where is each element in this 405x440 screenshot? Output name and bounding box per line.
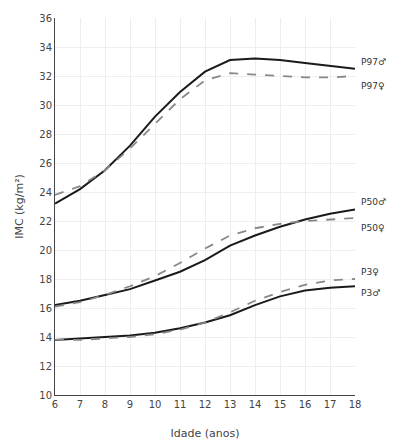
svg-text:P97♀: P97♀ [361, 81, 384, 91]
svg-text:16: 16 [299, 399, 312, 410]
svg-text:12: 12 [39, 361, 52, 372]
svg-text:P3♀: P3♀ [361, 267, 379, 277]
svg-text:14: 14 [249, 399, 262, 410]
svg-text:10: 10 [149, 399, 162, 410]
svg-text:18: 18 [39, 274, 52, 285]
svg-text:P3♂: P3♂ [361, 288, 380, 298]
svg-text:10: 10 [39, 390, 52, 401]
svg-text:15: 15 [274, 399, 287, 410]
svg-text:P50♂: P50♂ [361, 197, 386, 207]
svg-text:P50♀: P50♀ [361, 223, 384, 233]
svg-text:17: 17 [324, 399, 337, 410]
svg-text:Idade (anos): Idade (anos) [171, 427, 240, 440]
svg-text:12: 12 [199, 399, 212, 410]
svg-text:22: 22 [39, 216, 52, 227]
svg-text:IMC (kg/m²): IMC (kg/m²) [13, 174, 26, 239]
svg-text:30: 30 [39, 100, 52, 111]
svg-text:28: 28 [39, 129, 52, 140]
svg-text:34: 34 [39, 42, 52, 53]
svg-text:36: 36 [39, 13, 52, 24]
svg-text:14: 14 [39, 332, 52, 343]
svg-text:16: 16 [39, 303, 52, 314]
svg-text:P97♂: P97♂ [361, 57, 386, 67]
svg-text:24: 24 [39, 187, 52, 198]
svg-text:6: 6 [52, 399, 58, 410]
svg-text:20: 20 [39, 245, 52, 256]
svg-text:13: 13 [224, 399, 237, 410]
svg-text:7: 7 [77, 399, 83, 410]
svg-text:32: 32 [39, 71, 52, 82]
svg-text:9: 9 [127, 399, 133, 410]
svg-text:18: 18 [349, 399, 362, 410]
svg-text:26: 26 [39, 158, 52, 169]
svg-text:11: 11 [174, 399, 187, 410]
svg-text:8: 8 [102, 399, 108, 410]
